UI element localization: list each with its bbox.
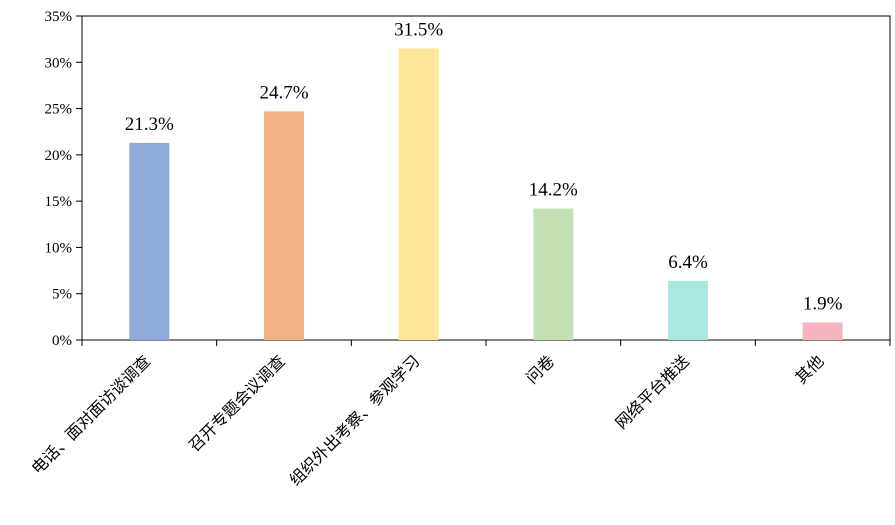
y-tick-label: 0% — [52, 333, 72, 349]
bar — [398, 48, 439, 341]
y-tick-label: 25% — [45, 102, 73, 118]
category-label: 问卷 — [522, 351, 558, 387]
bar — [533, 208, 574, 340]
data-label: 24.7% — [259, 82, 308, 103]
data-label: 21.3% — [125, 114, 174, 135]
data-label: 6.4% — [668, 252, 708, 273]
plot-area: 0% 5% 10% 15% 20% 25% 30% 35% 21.3% 电话、面对面访谈调查 24.… — [28, 9, 891, 489]
bar — [802, 322, 843, 340]
category-label: 组织外出考察、参观学习 — [286, 351, 424, 489]
y-tick-label: 15% — [45, 194, 73, 210]
category-label: 电话、面对面访谈调查 — [28, 351, 155, 478]
category-label: 召开专题会议调查 — [185, 351, 289, 455]
data-label: 31.5% — [394, 19, 443, 40]
category-label: 网络平台推送 — [612, 351, 693, 432]
bar — [264, 111, 304, 340]
y-tick-label: 5% — [52, 287, 72, 303]
category-label: 其他 — [791, 351, 827, 387]
y-tick-label: 35% — [45, 9, 73, 25]
bar — [129, 142, 170, 340]
data-label: 14.2% — [529, 180, 578, 201]
y-tick-label: 20% — [45, 148, 73, 164]
bar — [668, 280, 708, 340]
y-tick-label: 10% — [45, 240, 73, 256]
plot-border — [81, 15, 891, 341]
y-tick-label: 30% — [45, 55, 73, 71]
data-label: 1.9% — [803, 293, 843, 314]
